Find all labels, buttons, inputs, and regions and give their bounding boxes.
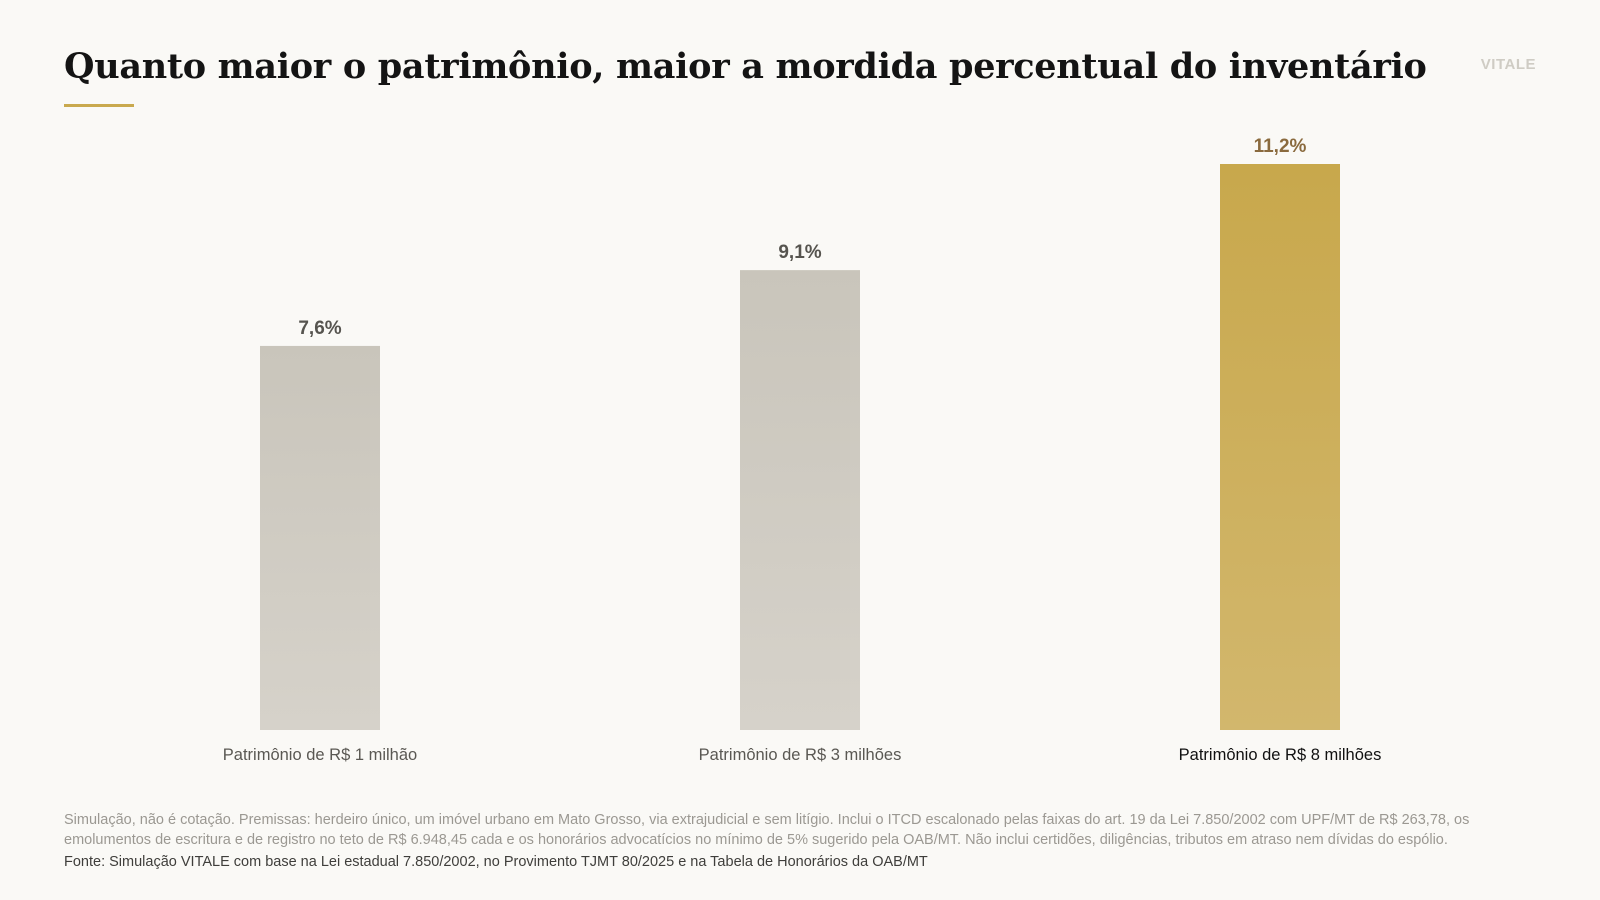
category-label-2: Patrimônio de R$ 3 milhões <box>699 746 902 764</box>
bar-value-label-3: 11,2% <box>1254 136 1307 157</box>
bar-value-label-2: 9,1% <box>778 242 821 263</box>
category-label-3: Patrimônio de R$ 8 milhões <box>1179 746 1382 764</box>
bar-3 <box>1220 164 1340 730</box>
category-label-1: Patrimônio de R$ 1 milhão <box>223 746 417 764</box>
bar-1 <box>260 345 380 730</box>
bar-2 <box>740 270 860 730</box>
bars-layer: 7,6% Patrimônio de R$ 1 milhão 9,1% Patrimô… <box>223 136 1382 764</box>
brand-logo: VITALE <box>1480 56 1536 73</box>
chart-source: Fonte: Simulação VITALE com base na Lei … <box>64 854 928 870</box>
bar-value-label-1: 7,6% <box>298 318 341 339</box>
chart-footnote: Simulação, não é cotação. Premissas: her… <box>64 812 1470 848</box>
bar-chart: 7,6% Patrimônio de R$ 1 milhão 9,1% Patrimô… <box>223 136 1382 764</box>
title-accent-line <box>64 104 134 107</box>
chart-title: Quanto maior o patrimônio, maior a mordi… <box>64 46 1427 87</box>
